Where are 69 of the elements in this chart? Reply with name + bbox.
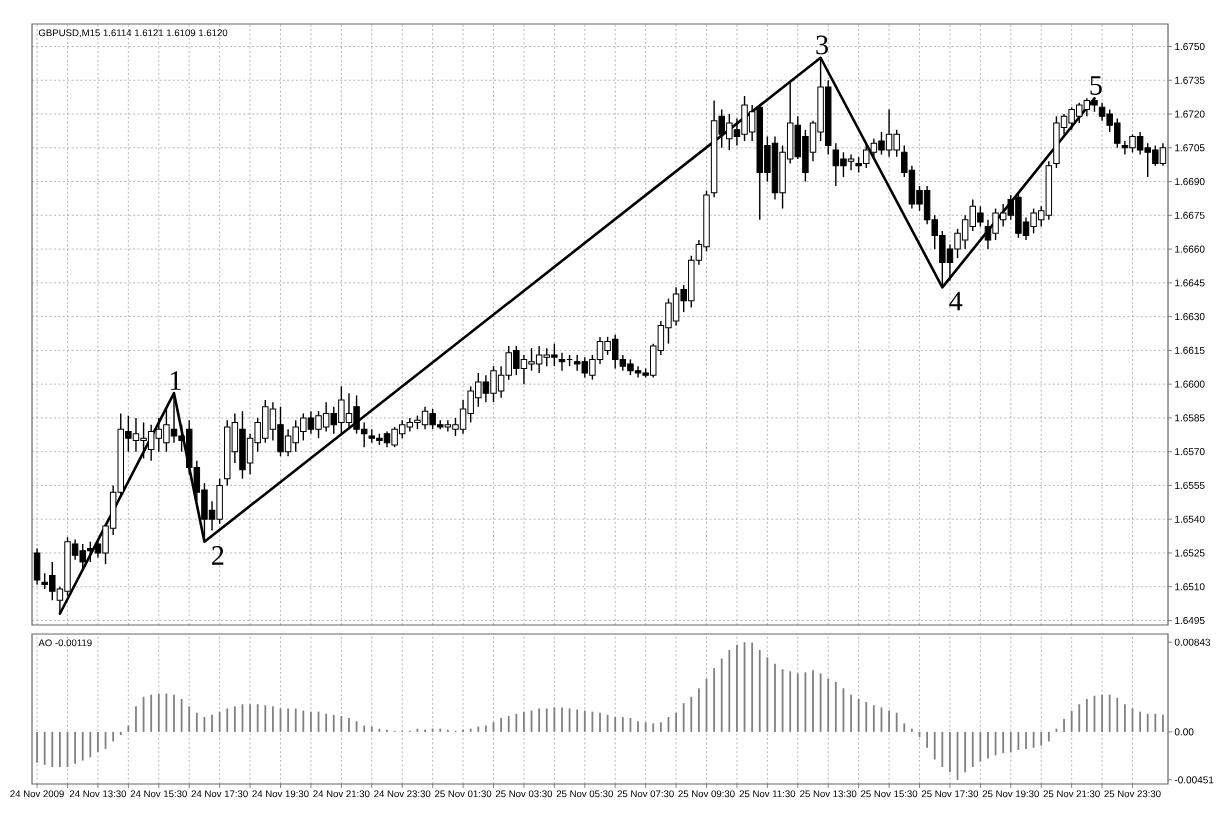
candlestick <box>878 131 885 156</box>
candlestick <box>345 392 353 430</box>
candlestick <box>573 354 581 372</box>
candlestick <box>1068 106 1075 131</box>
candlestick <box>307 410 315 435</box>
annotation: 4 <box>949 291 963 311</box>
candlestick <box>885 108 893 158</box>
annotation: 3 <box>816 35 828 55</box>
candlestick <box>528 347 535 372</box>
candlestick <box>992 207 999 241</box>
candlestick <box>79 543 86 570</box>
candlestick <box>398 419 406 439</box>
candlestick <box>1076 102 1083 124</box>
candlestick <box>322 401 330 433</box>
candlestick <box>147 423 155 462</box>
candlestick <box>33 547 41 586</box>
candlestick <box>551 342 558 367</box>
candlestick <box>170 392 178 444</box>
candlestick <box>513 345 520 376</box>
candlestick <box>520 354 528 385</box>
candlestick <box>1129 133 1136 153</box>
candlestick <box>543 347 550 367</box>
candlestick <box>893 129 900 158</box>
candlestick <box>292 419 299 453</box>
candlestick <box>581 356 589 379</box>
candlestick <box>87 541 94 563</box>
candlestick <box>1114 117 1121 149</box>
candlestick <box>840 151 847 178</box>
candlestick <box>672 286 680 327</box>
candlestick <box>239 410 246 480</box>
candlestick <box>870 138 878 160</box>
candlestick <box>741 95 748 142</box>
candlestick <box>604 336 611 356</box>
candlestick <box>863 142 870 169</box>
candlestick <box>1083 97 1091 117</box>
candlestick <box>535 345 543 374</box>
candlestick <box>421 405 429 430</box>
candlestick <box>611 333 619 370</box>
candlestick <box>475 372 482 408</box>
candlestick <box>847 153 855 172</box>
candlestick <box>330 405 337 435</box>
candlestick <box>140 421 147 460</box>
candlestick <box>262 399 269 444</box>
candlestick <box>1030 207 1037 235</box>
candlestick <box>482 374 490 403</box>
candlestick <box>277 405 284 457</box>
candlestick <box>338 385 345 435</box>
candlestick <box>429 408 436 430</box>
candlestick <box>984 219 992 250</box>
candlestick <box>132 417 140 453</box>
candlestick <box>802 129 809 183</box>
candlestick <box>300 412 307 442</box>
annotation: 5 <box>1090 76 1102 95</box>
candlestick <box>315 410 322 439</box>
candlestick <box>1015 192 1022 239</box>
annotation: 2 <box>212 546 224 565</box>
candlestick <box>1152 144 1159 167</box>
candlestick <box>216 477 223 525</box>
candlestick <box>1159 142 1167 167</box>
annotation: 1 <box>170 371 181 390</box>
candlestick <box>726 113 733 151</box>
candlestick <box>155 417 163 453</box>
candlestick <box>1136 131 1144 156</box>
candlestick <box>1098 102 1106 122</box>
candlestick <box>284 428 292 457</box>
candlestick <box>999 203 1007 228</box>
candlestick <box>391 426 398 448</box>
candlestick <box>558 351 566 372</box>
candlestick <box>490 365 497 403</box>
